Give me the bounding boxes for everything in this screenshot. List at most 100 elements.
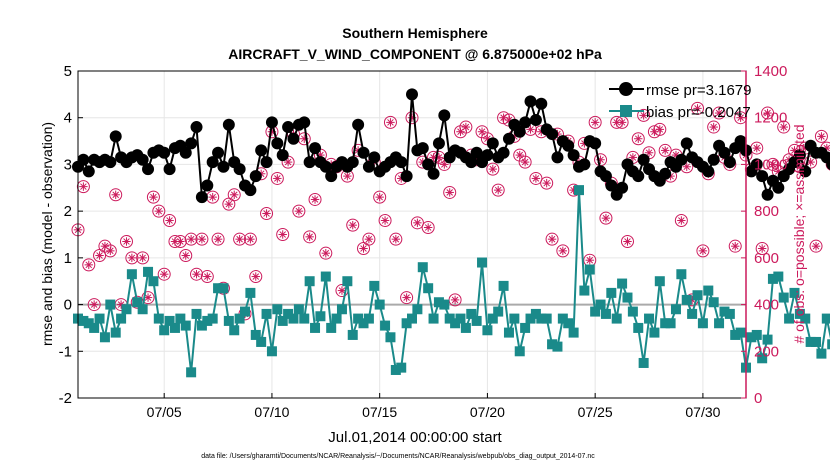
possible-obs-marker <box>647 125 661 139</box>
star-stroke <box>775 168 782 175</box>
assimilated-obs-marker <box>359 244 368 253</box>
assimilated-obs-marker <box>779 122 788 132</box>
bias-point <box>159 325 170 336</box>
star-stroke <box>591 119 599 126</box>
bias-point <box>719 306 730 317</box>
bias-point <box>272 304 283 315</box>
bias-point <box>202 315 213 326</box>
bias-point <box>277 315 288 326</box>
assimilated-obs-marker <box>590 118 600 127</box>
star-stroke <box>640 112 647 119</box>
possible-obs-marker <box>497 111 511 125</box>
star-stroke <box>403 294 410 301</box>
assimilated-obs-marker <box>456 127 465 136</box>
assimilated-obs-marker <box>310 195 320 204</box>
bias-point <box>724 308 735 319</box>
bias-point <box>180 320 191 331</box>
legend-rmse-label: rmse pr=3.1679 <box>646 82 751 99</box>
bias-point <box>536 313 547 324</box>
assimilated-obs-marker <box>181 251 190 260</box>
possible-obs-marker <box>276 228 290 241</box>
possible-obs-marker <box>712 106 726 120</box>
bias-point <box>681 294 692 305</box>
possible-obs-marker <box>540 176 554 190</box>
assimilated-obs-marker <box>768 160 778 169</box>
bias-point <box>509 313 520 324</box>
possible-obs-marker <box>599 211 613 225</box>
star-stroke <box>155 207 163 215</box>
bias-point <box>821 313 830 324</box>
possible-obs-marker <box>378 213 392 227</box>
rmse-point <box>158 146 171 159</box>
bias-point <box>595 299 606 310</box>
assimilated-obs-marker <box>84 260 93 270</box>
star-stroke <box>160 270 168 278</box>
bias-point <box>827 339 830 350</box>
possible-obs-marker <box>755 242 769 256</box>
rmse-point <box>513 125 526 138</box>
star-stroke <box>214 235 222 243</box>
bias-point <box>121 304 132 315</box>
star-stroke <box>543 179 550 187</box>
bias-series <box>73 185 830 378</box>
axis-ticks: 07/05 07/10 07/15 07/20 07/25 07/30 -2 -1 0 1 2 3 4 5… <box>59 63 788 420</box>
star-stroke <box>193 270 200 278</box>
assimilated-obs-marker <box>644 148 654 157</box>
bias-point <box>320 271 331 282</box>
assimilated-obs-marker <box>138 253 147 263</box>
star-stroke <box>446 189 454 196</box>
bias-point <box>767 273 778 284</box>
rmse-point <box>298 116 311 129</box>
possible-obs-marker <box>136 251 150 265</box>
bias-point <box>288 313 299 324</box>
assimilated-obs-marker <box>477 127 487 136</box>
rmse-point <box>163 163 176 176</box>
possible-obs-marker <box>373 190 387 204</box>
rmse-point <box>793 149 806 162</box>
assimilated-obs-marker <box>628 153 638 162</box>
bias-point <box>234 313 245 324</box>
bias-point <box>477 257 488 268</box>
star-stroke <box>645 149 653 157</box>
rmse-point <box>422 158 435 171</box>
bias-point <box>390 364 401 375</box>
bias-point <box>401 318 412 329</box>
assimilated-obs-marker <box>731 241 740 251</box>
bias-point <box>692 290 703 301</box>
bias-point <box>563 318 574 329</box>
star-stroke <box>694 105 701 112</box>
star-stroke <box>338 287 346 294</box>
bias-point <box>525 313 536 324</box>
star-stroke <box>209 193 216 201</box>
chart-title: Southern Hemisphere <box>342 25 488 41</box>
rmse-point <box>77 153 90 166</box>
y-left-tick-label: -1 <box>59 343 72 360</box>
rmse-point <box>535 97 548 110</box>
bias-point <box>256 336 267 347</box>
bias-point <box>347 329 358 340</box>
bias-point <box>708 297 719 308</box>
bias-point <box>811 336 822 347</box>
star-stroke <box>376 193 383 201</box>
assimilated-obs-marker <box>709 122 718 132</box>
star-stroke <box>764 109 771 117</box>
possible-obs-marker <box>588 115 602 129</box>
assimilated-obs-marker <box>763 108 772 118</box>
star-stroke <box>678 217 685 224</box>
star-stroke <box>656 126 664 133</box>
star-stroke <box>123 238 130 245</box>
assimilated-obs-marker <box>213 234 223 244</box>
assimilated-obs-marker <box>235 234 244 244</box>
star-stroke <box>236 235 243 243</box>
possible-obs-marker <box>728 239 742 253</box>
possible-obs-marker <box>518 155 532 169</box>
chart-subtitle: AIRCRAFT_V_WIND_COMPONENT @ 6.875000e+02… <box>228 46 602 62</box>
bias-point <box>310 322 321 333</box>
rmse-point <box>282 121 295 134</box>
possible-obs-marker <box>653 122 667 136</box>
assimilated-obs-marker <box>262 209 271 218</box>
star-stroke <box>462 123 470 131</box>
assimilated-obs-marker <box>208 192 217 202</box>
star-stroke <box>177 238 184 245</box>
rmse-point <box>750 158 763 171</box>
